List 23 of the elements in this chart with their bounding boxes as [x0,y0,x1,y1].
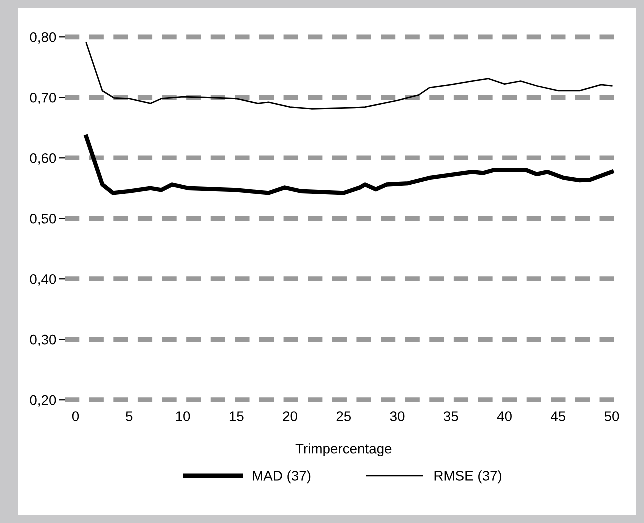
y-tick-label: 0,20 [30,395,56,407]
y-tick-label: 0,30 [30,334,56,346]
legend-label: RMSE (37) [434,470,502,484]
x-tick-label: 35 [444,412,458,422]
x-tick-label: 15 [230,412,244,422]
y-tick-label: 0,70 [30,92,56,104]
y-tick-label: 0,80 [30,32,56,44]
x-tick-label: 30 [390,412,405,422]
x-tick-label: 45 [550,412,566,422]
line-series [86,42,613,110]
x-tick-label: 25 [336,412,352,422]
legend-label: MAD (37) [253,470,311,484]
x-tick-label: 50 [604,412,620,422]
y-tick-label: 0,60 [30,153,56,165]
x-tick-label: 5 [126,412,133,422]
x-axis-title: Trimpercentage [296,444,392,457]
x-tick-label: 10 [176,412,190,422]
line-series [84,134,614,196]
x-tick-label: 0 [72,412,80,422]
y-tick-label: 0,40 [30,274,56,286]
x-tick-label: 20 [283,412,298,422]
x-tick-label: 40 [497,412,512,422]
y-tick-label: 0,50 [30,214,56,226]
